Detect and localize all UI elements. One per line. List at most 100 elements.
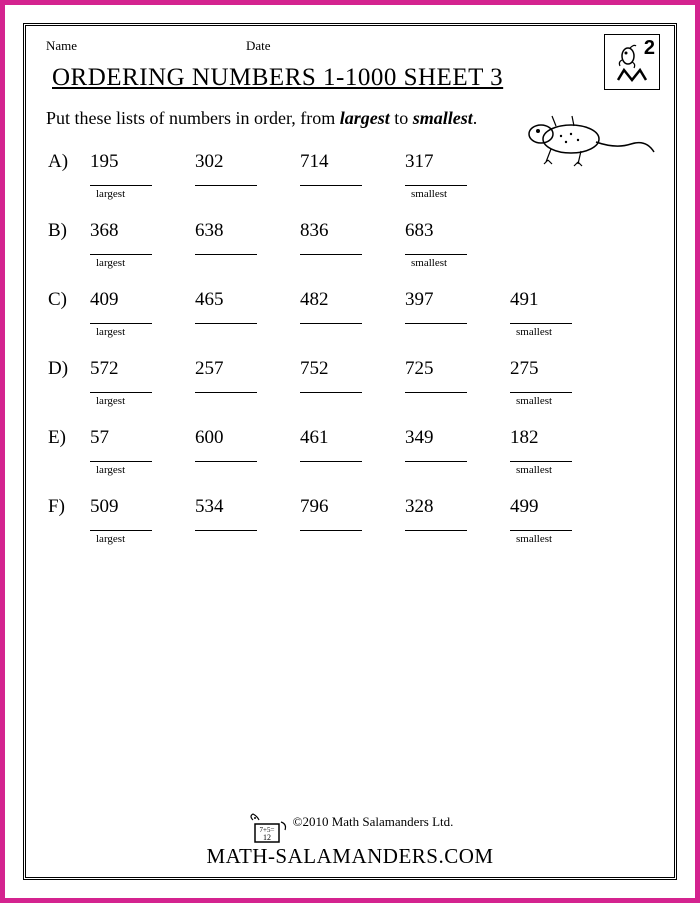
site-url: math-salamanders.com [26,844,674,869]
answer-slot[interactable] [405,526,510,545]
answer-slot[interactable]: smallest [510,319,615,338]
number-value: 317 [405,149,510,173]
number-value: 534 [195,494,300,518]
answer-row: largest smallest [46,457,654,476]
number-value: 509 [90,494,195,518]
answer-slots: largest smallest [90,526,654,545]
answer-slot[interactable] [195,181,300,200]
answer-slot[interactable]: largest [90,388,195,407]
instructions-word-largest: largest [340,108,390,128]
answer-slot[interactable] [195,457,300,476]
problem-numbers: 409465482397491 [90,287,654,311]
answer-slot[interactable]: smallest [510,526,615,545]
answer-slot[interactable] [195,319,300,338]
answer-slot[interactable]: largest [90,526,195,545]
answer-row-spacer [46,526,90,528]
number-value: 465 [195,287,300,311]
answer-blank-line [195,461,257,462]
answer-blank-line [405,461,467,462]
answer-slot[interactable] [195,526,300,545]
answer-slot[interactable] [195,388,300,407]
number-value: 257 [195,356,300,380]
number-value: 836 [300,218,405,242]
answer-slots: largest smallest [90,250,654,269]
grade-badge: 2 [604,34,660,90]
instructions-suffix: . [473,108,478,128]
answer-slot[interactable] [405,457,510,476]
number-value: 302 [195,149,300,173]
answer-slot[interactable] [405,319,510,338]
inner-frame: Name Date 2 ORDERING NUMBERS 1-1000 SHEE… [23,23,677,880]
answer-blank-line [405,254,467,255]
problem-label: E) [46,425,90,449]
number-value: 572 [90,356,195,380]
answer-slot[interactable]: largest [90,250,195,269]
number-value: 328 [405,494,510,518]
outer-frame: Name Date 2 ORDERING NUMBERS 1-1000 SHEE… [0,0,700,903]
answer-label-largest: largest [90,188,195,200]
answer-slot[interactable] [405,388,510,407]
number-value: 752 [300,356,405,380]
answer-label-largest: largest [90,326,195,338]
answer-slot[interactable]: largest [90,181,195,200]
number-value: 397 [405,287,510,311]
answer-blank-line [90,323,152,324]
answer-row-spacer [46,181,90,183]
problem-label: D) [46,356,90,380]
answer-slot[interactable]: smallest [405,181,510,200]
answer-blank-line [195,254,257,255]
answer-row-spacer [46,457,90,459]
number-value: 714 [300,149,405,173]
answer-slot[interactable]: smallest [405,250,510,269]
svg-text:12: 12 [263,833,271,842]
answer-label-smallest: smallest [510,395,615,407]
answer-row: largest smallest [46,181,654,200]
problems-container: A)195302714317largestsmallestB)368638836… [46,149,654,545]
number-value: 195 [90,149,195,173]
answer-label-largest: largest [90,533,195,545]
answer-blank-line [300,185,362,186]
answer-blank-line [195,185,257,186]
answer-slot[interactable] [300,319,405,338]
answer-slot[interactable]: smallest [510,388,615,407]
answer-blank-line [510,392,572,393]
footer: 7+5= 12 ©2010 Math Salamanders Ltd. math… [26,810,674,869]
answer-blank-line [90,254,152,255]
answer-label-smallest: smallest [405,188,510,200]
problem-numbers: 57600461349182 [90,425,654,449]
answer-slot[interactable]: smallest [510,457,615,476]
answer-label-largest: largest [90,395,195,407]
answer-label-largest: largest [90,464,195,476]
answer-slot[interactable] [195,250,300,269]
answer-slot[interactable]: largest [90,319,195,338]
number-value: 349 [405,425,510,449]
answer-row-spacer [46,388,90,390]
number-value: 57 [90,425,195,449]
answer-slot[interactable] [300,526,405,545]
problem-row: D)572257752725275 [46,356,654,380]
number-value: 499 [510,494,615,518]
instructions-word-smallest: smallest [413,108,473,128]
answer-slot[interactable] [300,457,405,476]
problem-row: C)409465482397491 [46,287,654,311]
answer-blank-line [90,392,152,393]
answer-slot[interactable]: largest [90,457,195,476]
problem-numbers: 572257752725275 [90,356,654,380]
answer-blank-line [300,323,362,324]
number-value: 461 [300,425,405,449]
number-value: 275 [510,356,615,380]
answer-blank-line [195,530,257,531]
number-value: 182 [510,425,615,449]
answer-row-spacer [46,250,90,252]
answer-blank-line [300,254,362,255]
instructions-mid: to [390,108,413,128]
number-value: 482 [300,287,405,311]
answer-row-spacer [46,319,90,321]
answer-row: largest smallest [46,250,654,269]
answer-blank-line [510,530,572,531]
answer-slot[interactable] [300,250,405,269]
answer-label-smallest: smallest [405,257,510,269]
number-value: 600 [195,425,300,449]
answer-slot[interactable] [300,388,405,407]
answer-slot[interactable] [300,181,405,200]
